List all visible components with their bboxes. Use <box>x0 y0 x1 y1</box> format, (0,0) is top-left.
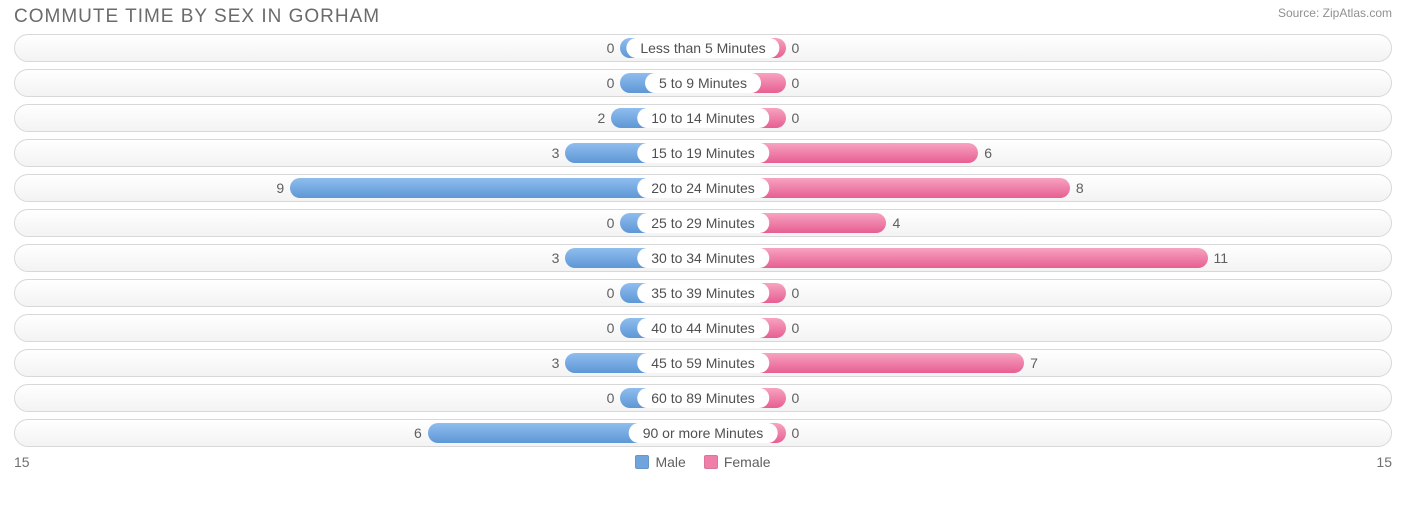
category-label: 15 to 19 Minutes <box>637 143 769 163</box>
chart-row: 2 0 10 to 14 Minutes <box>14 104 1392 132</box>
value-female: 0 <box>786 388 806 408</box>
category-label: 45 to 59 Minutes <box>637 353 769 373</box>
value-male: 0 <box>601 38 621 58</box>
chart-area: 00Less than 5 Minutes005 to 9 Minutes201… <box>0 30 1406 447</box>
chart-row: 0 0 40 to 44 Minutes <box>14 314 1392 342</box>
chart-container: Commute Time By Sex in Gorham Source: Zi… <box>0 0 1406 476</box>
category-label: 10 to 14 Minutes <box>637 108 769 128</box>
value-male: 0 <box>601 318 621 338</box>
chart-header: Commute Time By Sex in Gorham Source: Zi… <box>0 0 1406 30</box>
category-label: 30 to 34 Minutes <box>637 248 769 268</box>
category-label: Less than 5 Minutes <box>626 38 779 58</box>
chart-title: Commute Time By Sex in Gorham <box>14 6 380 28</box>
value-male: 0 <box>601 283 621 303</box>
value-female: 7 <box>1024 353 1044 373</box>
legend-label-female: Female <box>724 454 771 470</box>
value-female: 0 <box>786 318 806 338</box>
value-male: 0 <box>601 73 621 93</box>
chart-row: 6 0 90 or more Minutes <box>14 419 1392 447</box>
legend-item-male: Male <box>635 454 685 470</box>
chart-row: 3 7 45 to 59 Minutes <box>14 349 1392 377</box>
value-female: 0 <box>786 38 806 58</box>
category-label: 90 or more Minutes <box>629 423 778 443</box>
value-female: 8 <box>1070 178 1090 198</box>
value-female: 0 <box>786 283 806 303</box>
category-label: 25 to 29 Minutes <box>637 213 769 233</box>
source-label: Source: ZipAtlas.com <box>1278 6 1392 20</box>
value-male: 0 <box>601 213 621 233</box>
chart-row: 0 4 25 to 29 Minutes <box>14 209 1392 237</box>
axis-max-left: 15 <box>14 454 30 470</box>
value-male: 3 <box>546 353 566 373</box>
chart-row: 0 0 5 to 9 Minutes <box>14 69 1392 97</box>
chart-row: 3 6 15 to 19 Minutes <box>14 139 1392 167</box>
value-male: 9 <box>270 178 290 198</box>
value-female: 11 <box>1208 248 1235 268</box>
chart-row: 00Less than 5 Minutes <box>14 34 1392 62</box>
category-label: 5 to 9 Minutes <box>645 73 761 93</box>
category-label: 35 to 39 Minutes <box>637 283 769 303</box>
legend-label-male: Male <box>655 454 685 470</box>
value-female: 0 <box>786 73 806 93</box>
chart-row: 31130 to 34 Minutes <box>14 244 1392 272</box>
value-male: 6 <box>408 423 428 443</box>
axis-max-right: 15 <box>1376 454 1392 470</box>
value-male: 3 <box>546 143 566 163</box>
chart-row: 0 0 60 to 89 Minutes <box>14 384 1392 412</box>
value-female: 0 <box>786 108 806 128</box>
swatch-male-icon <box>635 455 649 469</box>
value-male: 2 <box>591 108 611 128</box>
chart-row: 9 8 20 to 24 Minutes <box>14 174 1392 202</box>
value-female: 6 <box>978 143 998 163</box>
legend-item-female: Female <box>704 454 771 470</box>
bar-female: 11 <box>703 248 1208 268</box>
value-male: 3 <box>546 248 566 268</box>
swatch-female-icon <box>704 455 718 469</box>
value-male: 0 <box>601 388 621 408</box>
chart-row: 0 0 35 to 39 Minutes <box>14 279 1392 307</box>
value-female: 4 <box>886 213 906 233</box>
category-label: 60 to 89 Minutes <box>637 388 769 408</box>
category-label: 20 to 24 Minutes <box>637 178 769 198</box>
chart-footer: 15 Male Female 15 <box>0 454 1406 476</box>
value-female: 0 <box>786 423 806 443</box>
legend: Male Female <box>635 454 770 470</box>
category-label: 40 to 44 Minutes <box>637 318 769 338</box>
